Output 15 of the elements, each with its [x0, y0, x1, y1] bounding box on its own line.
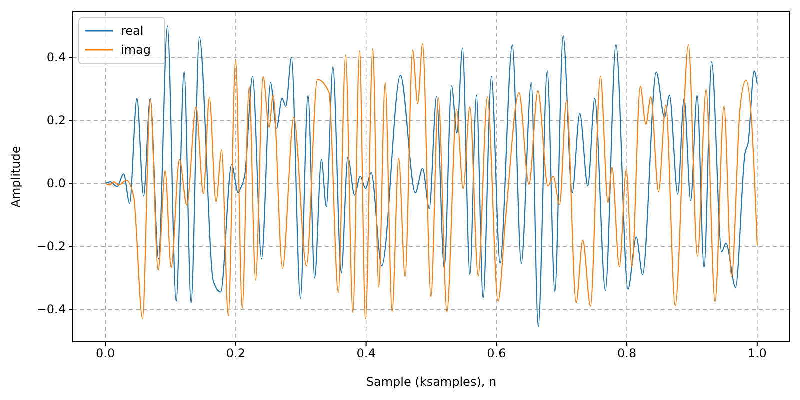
- y-tick-label: 0.2: [46, 113, 66, 128]
- x-tick-label: 0.0: [96, 346, 116, 361]
- x-tick-label: 0.6: [487, 346, 506, 361]
- y-tick-label: 0.0: [46, 176, 66, 190]
- legend-label: real: [121, 24, 144, 38]
- y-tick-label: −0.4: [36, 302, 66, 316]
- y-tick-label: −0.2: [36, 239, 66, 254]
- x-tick-label: 1.0: [748, 346, 767, 361]
- x-axis-title: Sample (ksamples), n: [366, 375, 497, 389]
- x-tick-label: 0.2: [226, 346, 246, 361]
- x-tick-label: 0.4: [356, 346, 376, 361]
- x-tick-label: 0.8: [618, 346, 637, 361]
- y-tick-label: 0.4: [46, 50, 66, 64]
- legend-label: imag: [121, 43, 151, 57]
- y-axis-title: Amplitude: [9, 146, 23, 208]
